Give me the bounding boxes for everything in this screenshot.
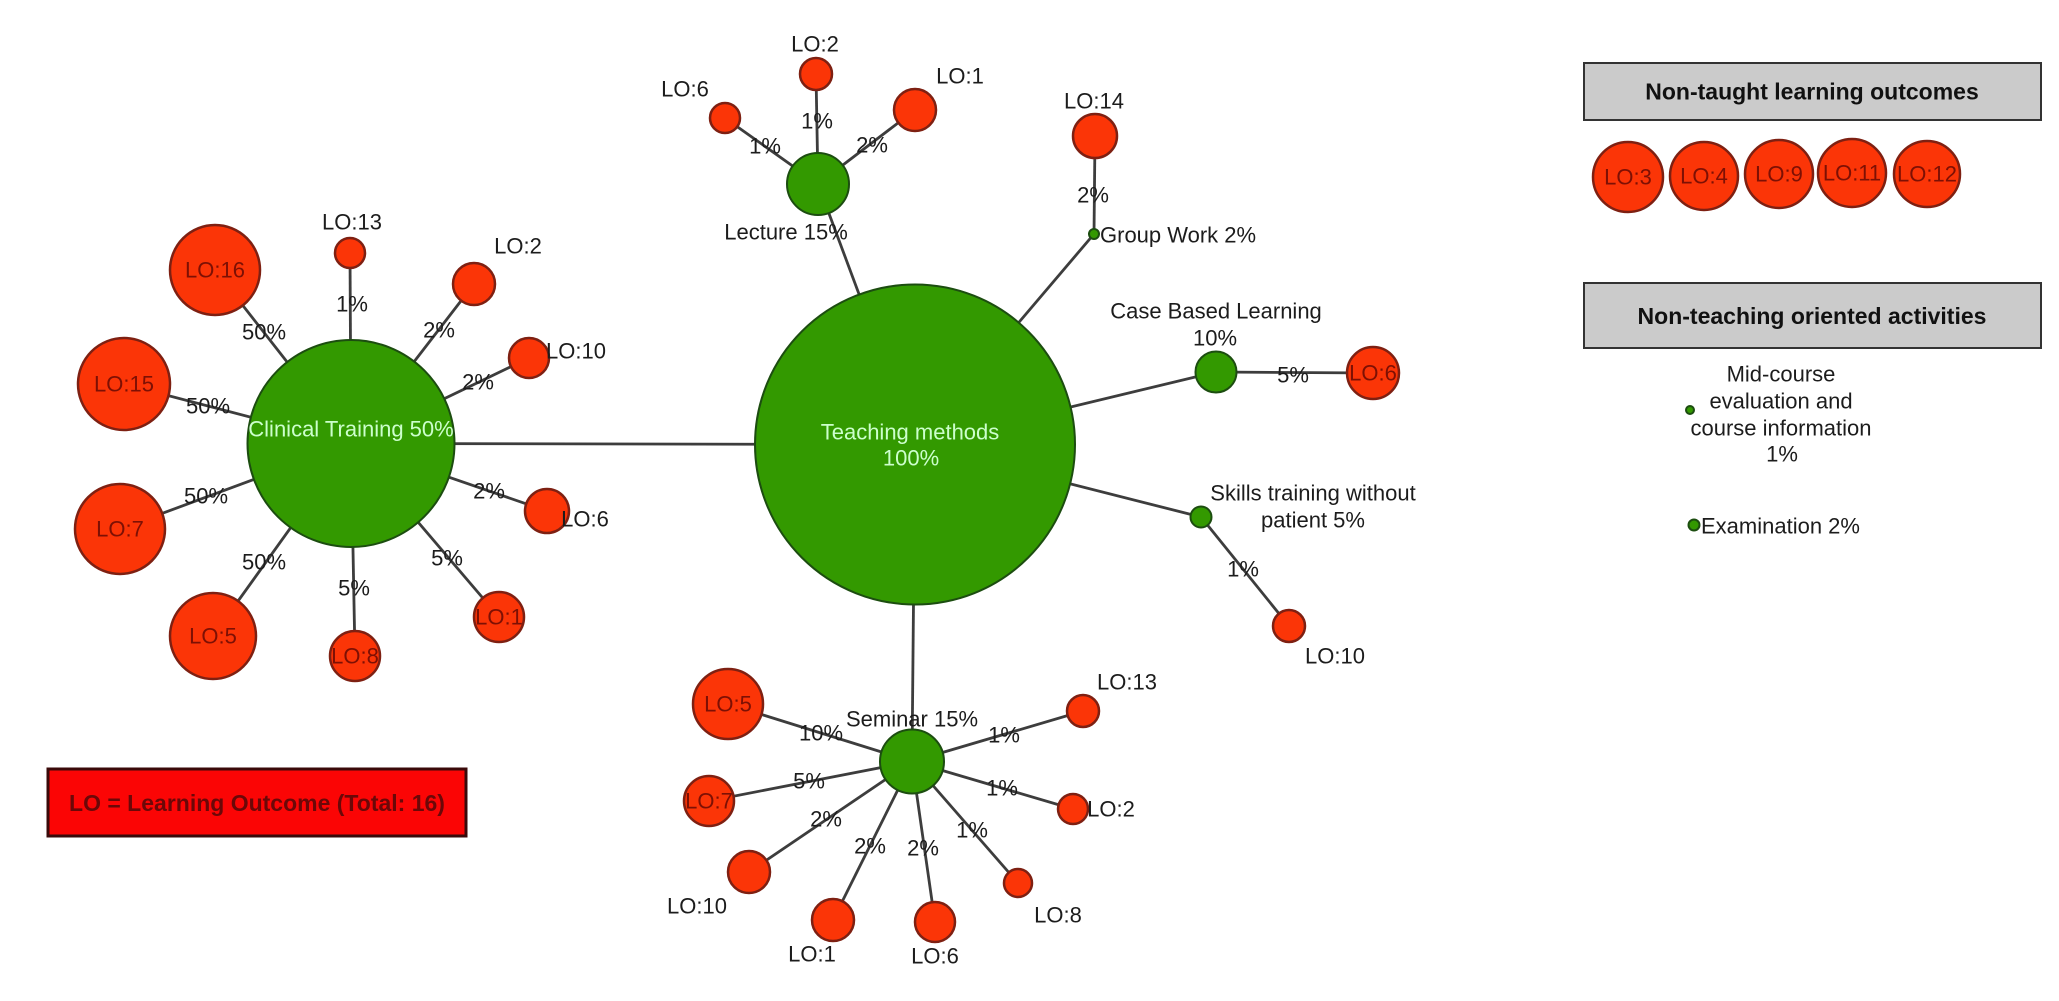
svg-text:2%: 2%: [856, 133, 888, 158]
svg-text:2%: 2%: [1077, 183, 1109, 208]
svg-text:LO:7: LO:7: [685, 789, 733, 814]
svg-text:evaluation and: evaluation and: [1709, 389, 1852, 414]
svg-text:1%: 1%: [956, 818, 988, 843]
svg-text:LO:14: LO:14: [1064, 89, 1124, 114]
svg-text:LO:10: LO:10: [667, 894, 727, 919]
svg-text:LO:13: LO:13: [322, 210, 382, 235]
svg-text:LO:1: LO:1: [788, 942, 836, 967]
svg-text:Skills training without: Skills training without: [1210, 481, 1415, 506]
svg-text:10%: 10%: [799, 721, 843, 746]
svg-text:LO:10: LO:10: [546, 339, 606, 364]
svg-text:LO:2: LO:2: [791, 32, 839, 57]
svg-text:1%: 1%: [801, 109, 833, 134]
svg-text:Group Work 2%: Group Work 2%: [1100, 223, 1256, 248]
svg-text:LO:5: LO:5: [704, 692, 752, 717]
svg-text:LO:3: LO:3: [1604, 165, 1652, 190]
svg-text:Clinical Training 50%: Clinical Training 50%: [248, 417, 453, 442]
svg-text:LO:6: LO:6: [561, 507, 609, 532]
svg-text:1%: 1%: [988, 723, 1020, 748]
svg-text:5%: 5%: [1277, 363, 1309, 388]
svg-text:LO:5: LO:5: [189, 624, 237, 649]
svg-text:10%: 10%: [1193, 326, 1237, 351]
svg-text:LO:4: LO:4: [1680, 164, 1728, 189]
svg-text:LO:2: LO:2: [494, 234, 542, 259]
svg-text:LO:6: LO:6: [911, 944, 959, 969]
svg-text:LO:2: LO:2: [1087, 797, 1135, 822]
svg-text:1%: 1%: [1766, 442, 1798, 467]
svg-text:patient 5%: patient 5%: [1261, 508, 1365, 533]
svg-text:LO:1: LO:1: [475, 605, 523, 630]
svg-text:2%: 2%: [810, 807, 842, 832]
svg-text:1%: 1%: [986, 776, 1018, 801]
svg-text:LO:13: LO:13: [1097, 670, 1157, 695]
svg-text:Seminar 15%: Seminar 15%: [846, 707, 978, 732]
svg-text:Mid-course: Mid-course: [1727, 362, 1836, 387]
svg-text:LO:8: LO:8: [331, 644, 379, 669]
svg-text:2%: 2%: [423, 318, 455, 343]
svg-text:Case Based Learning: Case Based Learning: [1110, 299, 1322, 324]
svg-text:LO:12: LO:12: [1897, 162, 1957, 187]
svg-text:100%: 100%: [883, 446, 939, 471]
svg-text:Lecture 15%: Lecture 15%: [724, 220, 848, 245]
svg-text:LO:10: LO:10: [1305, 644, 1365, 669]
svg-text:1%: 1%: [1227, 557, 1259, 582]
svg-text:LO:15: LO:15: [94, 372, 154, 397]
svg-text:LO:8: LO:8: [1034, 903, 1082, 928]
svg-text:50%: 50%: [242, 320, 286, 345]
svg-text:2%: 2%: [854, 834, 886, 859]
svg-text:2%: 2%: [907, 836, 939, 861]
svg-text:5%: 5%: [793, 769, 825, 794]
svg-text:50%: 50%: [184, 484, 228, 509]
svg-text:2%: 2%: [473, 479, 505, 504]
svg-text:5%: 5%: [338, 576, 370, 601]
svg-text:LO:16: LO:16: [185, 258, 245, 283]
svg-text:Teaching methods: Teaching methods: [821, 420, 1000, 445]
svg-text:LO:11: LO:11: [1823, 161, 1881, 186]
svg-text:LO:9: LO:9: [1755, 162, 1803, 187]
svg-text:LO:1: LO:1: [936, 64, 984, 89]
svg-text:Examination 2%: Examination 2%: [1701, 514, 1860, 539]
svg-text:Non-teaching oriented activiti: Non-teaching oriented activities: [1638, 303, 1987, 329]
svg-text:LO:6: LO:6: [1349, 361, 1397, 386]
svg-text:LO:7: LO:7: [96, 517, 144, 542]
svg-text:2%: 2%: [462, 370, 494, 395]
svg-text:LO:6: LO:6: [661, 77, 709, 102]
svg-text:Non-taught learning outcomes: Non-taught learning outcomes: [1645, 79, 1979, 105]
svg-text:LO = Learning Outcome (Total:: LO = Learning Outcome (Total: 16): [69, 790, 445, 816]
svg-text:5%: 5%: [431, 546, 463, 571]
svg-text:course information: course information: [1691, 416, 1872, 441]
svg-text:1%: 1%: [336, 292, 368, 317]
svg-text:50%: 50%: [242, 550, 286, 575]
svg-text:1%: 1%: [749, 134, 781, 159]
svg-text:50%: 50%: [186, 394, 230, 419]
